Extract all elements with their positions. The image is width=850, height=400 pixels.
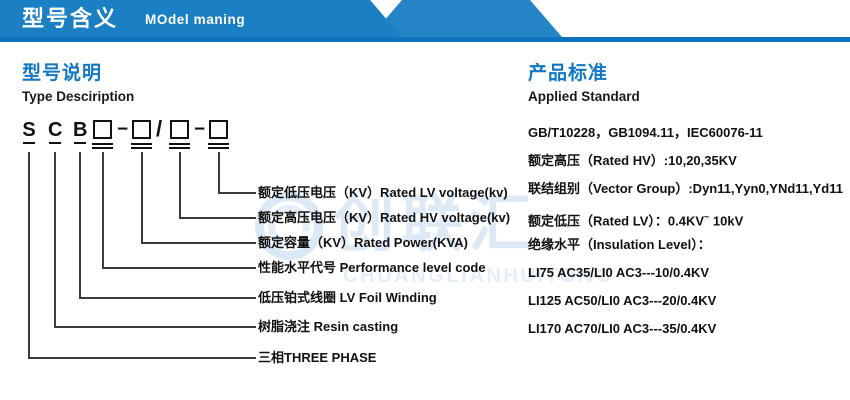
right-section-title: 产品标准 Applied Standard (528, 62, 640, 107)
leader-horizontal-6 (54, 326, 256, 328)
model-code-row: S C B − / − (0, 116, 260, 152)
code-underline-box2-b (131, 147, 152, 149)
code-underline-s (23, 142, 35, 144)
code-underline-box3-b (169, 147, 190, 149)
code-underline-c (49, 142, 61, 144)
standard-line-insulation-li125: LI125 AC50/LI0 AC3---20/0.4KV (528, 293, 717, 308)
header-underline-rule (0, 37, 850, 42)
header-banner-primary (0, 0, 402, 37)
left-section-title: 型号说明 Type Desciription (22, 62, 134, 107)
leader-horizontal-1 (218, 192, 256, 194)
code-underline-box3-a (169, 143, 190, 145)
leader-horizontal-2 (179, 217, 256, 219)
standard-line-insulation-li75: LI75 AC35/LI0 AC3---10/0.4KV (528, 265, 710, 280)
page-header: 型号含义 MOdel maning (0, 0, 850, 44)
code-underline-box1-b (92, 147, 113, 149)
header-banner-secondary (370, 0, 562, 37)
leader-horizontal-7 (28, 357, 256, 359)
leader-vertical-7 (28, 152, 30, 359)
code-letter-s: S (22, 119, 36, 141)
code-underline-b (74, 142, 86, 144)
standard-line-rated-hv: 额定高压（Rated HV）:10,20,35KV (528, 153, 737, 168)
code-underline-box4-b (208, 147, 229, 149)
callout-label-rated-hv-voltage: 额定高压电压（KV）Rated HV voltage(kv) (258, 210, 511, 225)
code-box-1 (93, 120, 112, 139)
leader-vertical-4 (102, 152, 104, 269)
rated-lv-suffix: 10kV (709, 213, 744, 229)
callout-label-rated-power: 额定容量（KV）Rated Power(KVA) (258, 235, 468, 250)
callout-label-three-phase: 三相THREE PHASE (258, 350, 377, 365)
callout-label-resin-casting: 树脂浇注 Resin casting (258, 319, 399, 334)
code-underline-box1-a (92, 143, 113, 145)
rated-lv-range-mark: ~ (704, 212, 710, 222)
left-section-title-cn: 型号说明 (22, 63, 103, 84)
code-separator-slash: / (156, 116, 163, 141)
left-section-title-en: Type Desciription (22, 89, 135, 104)
leader-horizontal-5 (79, 297, 256, 299)
code-letter-b: B (73, 119, 88, 141)
header-title-en: MOdel maning (145, 12, 246, 27)
leader-vertical-3 (141, 152, 143, 244)
code-box-4 (209, 120, 228, 139)
standard-line-gb-iec: GB/T10228，GB1094.11，IEC60076-11 (528, 125, 763, 140)
code-box-3 (170, 120, 189, 139)
leader-vertical-6 (54, 152, 56, 328)
standard-line-vector-group: 联结组别（Vector Group）:Dyn11,Yyn0,YNd11,Yd11 (528, 181, 843, 196)
code-underline-box4-a (208, 143, 229, 145)
standard-line-insulation-li170: LI170 AC70/LI0 AC3---35/0.4KV (528, 321, 717, 336)
callout-label-lv-foil-winding: 低压铂式线圈 LV Foil Winding (258, 290, 437, 305)
header-title-cn: 型号含义 (22, 6, 119, 31)
callout-label-performance-level-code: 性能水平代号 Performance level code (258, 260, 486, 275)
standard-line-insulation-level-heading: 绝缘水平（Insulation Level）： (528, 237, 711, 252)
leader-horizontal-3 (141, 242, 256, 244)
leader-vertical-1 (218, 152, 220, 194)
code-letter-c: C (48, 119, 63, 141)
callout-label-rated-lv-voltage: 额定低压电压（KV）Rated LV voltage(kv) (258, 185, 508, 200)
leader-vertical-2 (179, 152, 181, 219)
right-section-title-cn: 产品标准 (528, 63, 609, 84)
rated-lv-prefix: 额定低压（Rated LV）：0.4KV (528, 213, 705, 229)
right-section-title-en: Applied Standard (528, 89, 640, 104)
code-separator-dash-2: − (194, 119, 206, 140)
code-box-2 (132, 120, 151, 139)
standard-line-rated-lv: 额定低压（Rated LV）：0.4KV~ 10kV (528, 208, 743, 230)
code-underline-box2-a (131, 143, 152, 145)
leader-horizontal-4 (102, 267, 256, 269)
code-separator-dash-1: − (117, 119, 129, 140)
leader-vertical-5 (79, 152, 81, 299)
